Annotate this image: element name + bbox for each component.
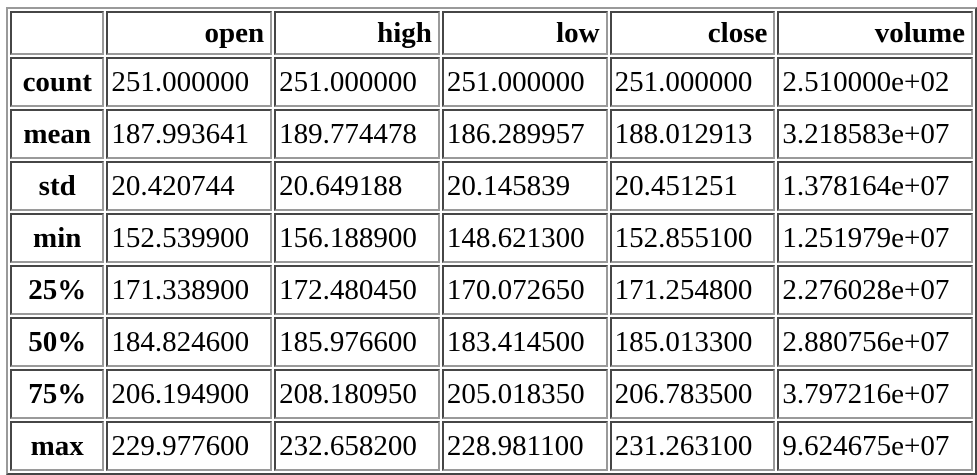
corner-cell xyxy=(10,11,105,55)
table-row: count 251.000000 251.000000 251.000000 2… xyxy=(10,57,973,107)
cell: 185.013300 xyxy=(609,317,776,367)
table-header: open high low close volume xyxy=(10,11,973,55)
cell: 3.797216e+07 xyxy=(777,369,973,419)
row-label: mean xyxy=(10,109,105,159)
row-label: std xyxy=(10,161,105,211)
cell: 229.977600 xyxy=(106,421,273,471)
table-body: count 251.000000 251.000000 251.000000 2… xyxy=(10,57,973,471)
cell: 188.012913 xyxy=(609,109,776,159)
cell: 2.510000e+02 xyxy=(777,57,973,107)
table-row: mean 187.993641 189.774478 186.289957 18… xyxy=(10,109,973,159)
cell: 20.451251 xyxy=(609,161,776,211)
row-label: 75% xyxy=(10,369,105,419)
cell: 251.000000 xyxy=(609,57,776,107)
cell: 171.254800 xyxy=(609,265,776,315)
column-header-close: close xyxy=(609,11,776,55)
column-header-open: open xyxy=(106,11,273,55)
cell: 20.649188 xyxy=(274,161,440,211)
row-label: 25% xyxy=(10,265,105,315)
row-label: max xyxy=(10,421,105,471)
cell: 186.289957 xyxy=(441,109,608,159)
row-label: 50% xyxy=(10,317,105,367)
cell: 171.338900 xyxy=(106,265,273,315)
cell: 9.624675e+07 xyxy=(777,421,973,471)
table-row: 50% 184.824600 185.976600 183.414500 185… xyxy=(10,317,973,367)
cell: 3.218583e+07 xyxy=(777,109,973,159)
cell: 228.981100 xyxy=(441,421,608,471)
cell: 1.378164e+07 xyxy=(777,161,973,211)
cell: 20.145839 xyxy=(441,161,608,211)
describe-table-container: open high low close volume count 251.000… xyxy=(6,7,977,475)
cell: 185.976600 xyxy=(274,317,440,367)
column-header-low: low xyxy=(441,11,608,55)
cell: 183.414500 xyxy=(441,317,608,367)
table-row: 25% 171.338900 172.480450 170.072650 171… xyxy=(10,265,973,315)
cell: 152.855100 xyxy=(609,213,776,263)
cell: 156.188900 xyxy=(274,213,440,263)
cell: 184.824600 xyxy=(106,317,273,367)
cell: 251.000000 xyxy=(106,57,273,107)
cell: 205.018350 xyxy=(441,369,608,419)
cell: 232.658200 xyxy=(274,421,440,471)
cell: 189.774478 xyxy=(274,109,440,159)
header-row: open high low close volume xyxy=(10,11,973,55)
cell: 187.993641 xyxy=(106,109,273,159)
table-row: 75% 206.194900 208.180950 205.018350 206… xyxy=(10,369,973,419)
cell: 251.000000 xyxy=(441,57,608,107)
cell: 148.621300 xyxy=(441,213,608,263)
row-label: min xyxy=(10,213,105,263)
cell: 20.420744 xyxy=(106,161,273,211)
cell: 172.480450 xyxy=(274,265,440,315)
cell: 206.194900 xyxy=(106,369,273,419)
cell: 208.180950 xyxy=(274,369,440,419)
table-row: min 152.539900 156.188900 148.621300 152… xyxy=(10,213,973,263)
column-header-high: high xyxy=(274,11,440,55)
cell: 170.072650 xyxy=(441,265,608,315)
cell: 2.880756e+07 xyxy=(777,317,973,367)
row-label: count xyxy=(10,57,105,107)
cell: 152.539900 xyxy=(106,213,273,263)
cell: 251.000000 xyxy=(274,57,440,107)
column-header-volume: volume xyxy=(777,11,973,55)
cell: 1.251979e+07 xyxy=(777,213,973,263)
describe-table: open high low close volume count 251.000… xyxy=(6,7,977,475)
cell: 206.783500 xyxy=(609,369,776,419)
cell: 231.263100 xyxy=(609,421,776,471)
table-row: std 20.420744 20.649188 20.145839 20.451… xyxy=(10,161,973,211)
cell: 2.276028e+07 xyxy=(777,265,973,315)
table-row: max 229.977600 232.658200 228.981100 231… xyxy=(10,421,973,471)
